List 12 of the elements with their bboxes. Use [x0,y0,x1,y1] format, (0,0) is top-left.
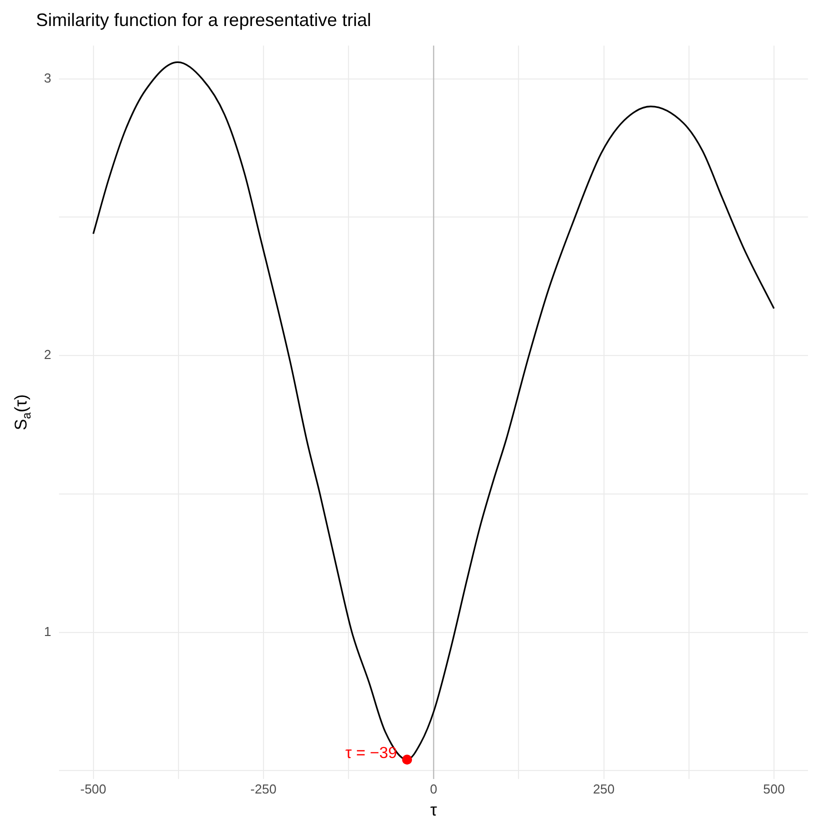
y-tick-label: 3 [44,70,52,86]
x-tick-label: 500 [763,781,785,796]
x-tick-label: 250 [592,781,615,796]
y-tick-label: 2 [44,347,52,362]
y-tick-label: 1 [44,624,52,639]
annotation: τ = −39 [345,745,398,762]
x-tick-label: -500 [80,781,106,796]
chart-title: Similarity function for a representative trial [36,10,372,30]
y-axis-title: Sa(τ) [12,394,34,430]
x-tick-label: 0 [430,781,438,796]
x-axis-title: τ [430,800,438,820]
x-tick-label: -250 [250,781,276,796]
